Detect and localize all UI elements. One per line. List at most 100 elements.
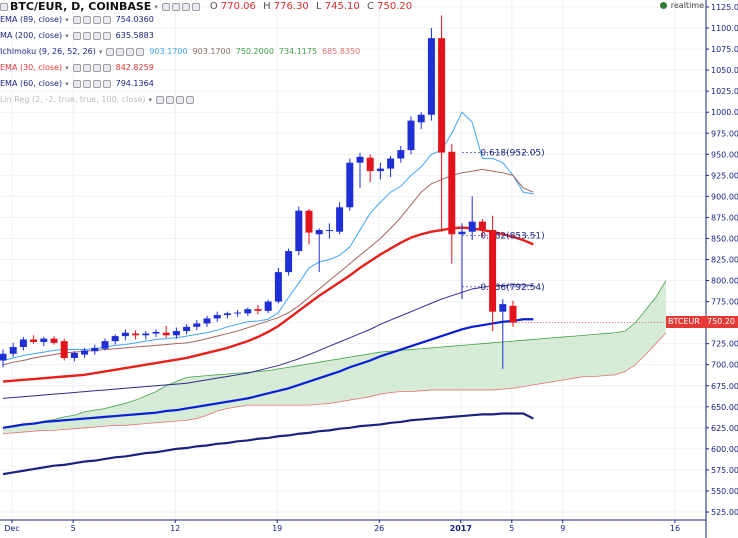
- candle-body[interactable]: [509, 305, 517, 323]
- add-icon[interactable]: [126, 48, 135, 56]
- legend-name[interactable]: MA (200, close): [0, 31, 63, 40]
- candle-body[interactable]: [336, 207, 344, 232]
- settings-icon[interactable]: [82, 32, 91, 40]
- candle-body[interactable]: [152, 331, 160, 334]
- eye-icon[interactable]: [72, 32, 81, 40]
- candle-body[interactable]: [366, 157, 374, 172]
- chevron-down-icon[interactable]: ▾: [154, 3, 158, 11]
- candle-body[interactable]: [40, 338, 48, 342]
- close-icon[interactable]: [136, 48, 145, 56]
- legend-name[interactable]: EMA (89, close): [0, 15, 63, 24]
- candle-body[interactable]: [397, 150, 405, 159]
- close-icon[interactable]: [186, 96, 194, 104]
- eye-icon[interactable]: [106, 48, 115, 56]
- add-icon[interactable]: [181, 3, 190, 11]
- legend-name[interactable]: EMA (60, close): [0, 79, 63, 88]
- legend-row[interactable]: EMA (60, close) ▾ 794.1364: [0, 79, 154, 89]
- chevron-down-icon[interactable]: ▾: [98, 48, 103, 56]
- eye-icon[interactable]: [156, 96, 164, 104]
- candle-body[interactable]: [183, 326, 191, 332]
- close-icon[interactable]: [102, 32, 111, 40]
- candlesticks[interactable]: [0, 15, 666, 369]
- candle-body[interactable]: [489, 230, 497, 312]
- settings-icon[interactable]: [82, 16, 91, 24]
- candle-body[interactable]: [346, 162, 354, 208]
- candle-body[interactable]: [132, 333, 140, 336]
- candle-body[interactable]: [0, 353, 7, 361]
- candle-body[interactable]: [101, 341, 109, 349]
- candle-body[interactable]: [91, 347, 99, 352]
- close-icon[interactable]: [102, 64, 111, 72]
- candle-body[interactable]: [427, 38, 435, 115]
- time-axis[interactable]: Dec 5 12 19 26 2017 5 9 16: [0, 519, 706, 533]
- candle-body[interactable]: [254, 309, 262, 311]
- settings-icon[interactable]: [166, 96, 174, 104]
- candle-body[interactable]: [315, 230, 323, 235]
- candle-body[interactable]: [325, 230, 333, 232]
- eye-icon[interactable]: [161, 3, 170, 11]
- candle-body[interactable]: [162, 332, 170, 336]
- candle-body[interactable]: [264, 301, 272, 311]
- symbol-title[interactable]: BTC/EUR, D, COINBASE: [10, 0, 152, 13]
- chevron-down-icon[interactable]: ▾: [148, 96, 152, 104]
- candle-body[interactable]: [499, 304, 507, 312]
- candle-body[interactable]: [121, 332, 129, 337]
- legend-row[interactable]: EMA (30, close) ▾ 842.8259: [0, 63, 154, 73]
- settings-icon[interactable]: [171, 3, 180, 11]
- candle-body[interactable]: [30, 339, 38, 342]
- candle-body[interactable]: [60, 341, 68, 358]
- candle-body[interactable]: [448, 151, 456, 235]
- legend-row[interactable]: Ichimoku (9, 26, 52, 26) ▾ 903.1700 903.170…: [0, 47, 360, 57]
- candle-body[interactable]: [203, 318, 211, 324]
- candle-body[interactable]: [193, 323, 201, 327]
- candle-body[interactable]: [223, 313, 231, 316]
- collapse-icon[interactable]: [0, 3, 8, 11]
- legend-row[interactable]: EMA (89, close) ▾ 754.0360: [0, 15, 154, 25]
- candle-body[interactable]: [387, 158, 395, 169]
- candle-body[interactable]: [295, 210, 303, 252]
- candle-body[interactable]: [244, 309, 252, 314]
- candle-body[interactable]: [305, 210, 313, 233]
- candle-body[interactable]: [458, 231, 466, 235]
- legend-name[interactable]: Ichimoku (9, 26, 52, 26): [0, 47, 96, 56]
- price-axis[interactable]: 525.0000 550.0000 575.0000 600.0000 625.0000…: [705, 0, 738, 538]
- settings-icon[interactable]: [82, 80, 91, 88]
- eye-icon[interactable]: [72, 64, 81, 72]
- candle-body[interactable]: [234, 312, 242, 314]
- legend-name[interactable]: EMA (30, close): [0, 63, 63, 72]
- add-icon[interactable]: [92, 16, 101, 24]
- candle-body[interactable]: [19, 339, 27, 348]
- chevron-down-icon[interactable]: ▾: [65, 32, 69, 40]
- candle-body[interactable]: [356, 156, 364, 163]
- add-icon[interactable]: [176, 96, 184, 104]
- candle-body[interactable]: [407, 120, 415, 151]
- legend-row[interactable]: Lin Reg (2, -2, true, true, 100, close) ▾: [0, 95, 194, 105]
- candle-body[interactable]: [285, 251, 293, 273]
- legend-row[interactable]: MA (200, close) ▾ 635.5883: [0, 31, 154, 41]
- settings-icon[interactable]: [82, 64, 91, 72]
- candle-body[interactable]: [142, 333, 150, 336]
- candle-body[interactable]: [478, 221, 486, 231]
- candle-body[interactable]: [376, 168, 384, 172]
- settings-icon[interactable]: [116, 48, 125, 56]
- chevron-down-icon[interactable]: ▾: [65, 16, 69, 24]
- add-icon[interactable]: [92, 32, 101, 40]
- chevron-down-icon[interactable]: ▾: [65, 80, 69, 88]
- candle-body[interactable]: [9, 347, 17, 354]
- legend-name[interactable]: Lin Reg (2, -2, true, true, 100, close): [0, 95, 146, 104]
- close-icon[interactable]: [191, 3, 200, 11]
- add-icon[interactable]: [92, 80, 101, 88]
- candle-body[interactable]: [70, 352, 78, 358]
- chevron-down-icon[interactable]: ▾: [65, 64, 69, 72]
- candle-body[interactable]: [274, 272, 282, 302]
- close-icon[interactable]: [102, 80, 111, 88]
- candle-body[interactable]: [468, 221, 476, 232]
- eye-icon[interactable]: [72, 16, 81, 24]
- candle-body[interactable]: [172, 331, 180, 336]
- candle-body[interactable]: [213, 315, 221, 319]
- candle-body[interactable]: [50, 338, 58, 343]
- candle-body[interactable]: [111, 336, 119, 342]
- candle-body[interactable]: [417, 114, 425, 123]
- close-icon[interactable]: [102, 16, 111, 24]
